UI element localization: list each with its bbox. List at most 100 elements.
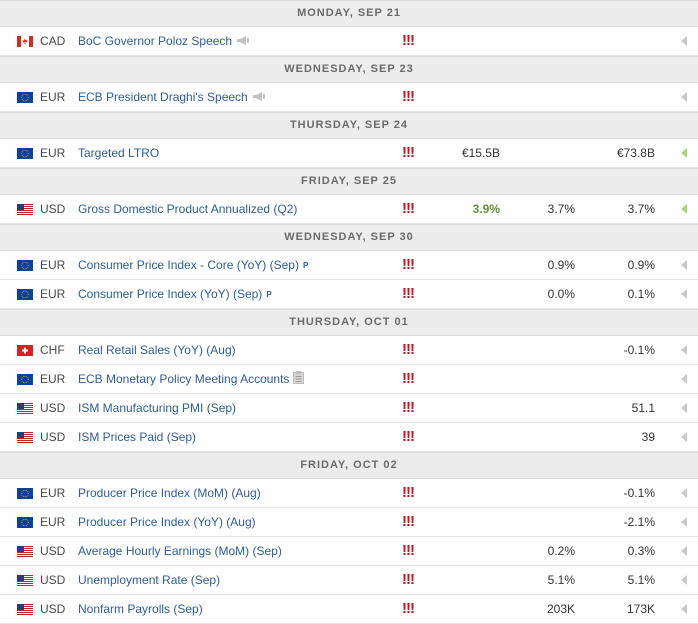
event-name-link[interactable]: ISM Manufacturing PMI (Sep) — [78, 394, 236, 422]
expand-arrow-icon[interactable] — [680, 260, 688, 270]
event-name: Average Hourly Earnings (MoM) (Sep) — [78, 544, 282, 558]
flag-eu-icon — [17, 488, 33, 499]
actual-value — [430, 566, 500, 594]
event-row[interactable]: EUR Consumer Price Index (YoY) (Sep) P!!! 0… — [0, 280, 698, 309]
expand-arrow-icon[interactable] — [680, 36, 688, 46]
expand-arrow-icon[interactable] — [680, 403, 688, 413]
event-row[interactable]: USD ISM Prices Paid (Sep)!!! 39 — [0, 423, 698, 452]
expand-arrow-icon[interactable] — [680, 345, 688, 355]
currency-code: CHF — [40, 343, 65, 357]
importance-indicator: !!! — [402, 200, 415, 217]
importance-indicator: !!! — [402, 513, 415, 530]
currency-code: USD — [40, 401, 66, 415]
event-row[interactable]: USD Gross Domestic Product Annualized (Q2… — [0, 195, 698, 224]
actual-value — [430, 394, 500, 422]
actual-value — [430, 27, 500, 55]
expand-arrow-icon[interactable] — [680, 148, 688, 158]
previous-value: 39 — [641, 430, 655, 444]
event-name-link[interactable]: Unemployment Rate (Sep) — [78, 566, 220, 594]
speech-icon — [252, 84, 266, 112]
flag-eu-icon — [17, 374, 33, 385]
date-header: THURSDAY, SEP 24 — [0, 112, 698, 139]
expand-arrow-icon[interactable] — [680, 604, 688, 614]
event-name-link[interactable]: Consumer Price Index - Core (YoY) (Sep) P — [78, 251, 308, 279]
forecast-value — [505, 423, 575, 451]
expand-arrow-icon[interactable] — [680, 204, 688, 214]
expand-arrow-icon[interactable] — [680, 374, 688, 384]
date-header: FRIDAY, SEP 25 — [0, 168, 698, 195]
event-name-link[interactable]: ISM Prices Paid (Sep) — [78, 423, 196, 451]
date-header: MONDAY, SEP 21 — [0, 0, 698, 27]
expand-arrow-icon[interactable] — [680, 92, 688, 102]
event-name-link[interactable]: Producer Price Index (MoM) (Aug) — [78, 479, 261, 507]
event-name-link[interactable]: ECB President Draghi's Speech — [78, 83, 266, 111]
actual-value — [430, 251, 500, 279]
event-name-link[interactable]: BoC Governor Poloz Speech — [78, 27, 250, 55]
previous-value — [585, 365, 655, 393]
flag-ca-icon — [17, 36, 33, 47]
forecast-value — [505, 508, 575, 536]
event-name-link[interactable]: Producer Price Index (YoY) (Aug) — [78, 508, 256, 536]
expand-arrow-icon[interactable] — [680, 488, 688, 498]
event-name: Producer Price Index (MoM) (Aug) — [78, 486, 261, 500]
event-row[interactable]: EUR Targeted LTRO!!! €15.5B €73.8B — [0, 139, 698, 168]
event-name-link[interactable]: Average Hourly Earnings (MoM) (Sep) — [78, 537, 282, 565]
expand-arrow-icon[interactable] — [680, 517, 688, 527]
previous-value: 0.1% — [627, 287, 655, 301]
flag-us-icon — [17, 604, 33, 615]
event-row[interactable]: USD Unemployment Rate (Sep)!!! 5.1% 5.1% — [0, 566, 698, 595]
event-row[interactable]: USD Average Hourly Earnings (MoM) (Sep)!!… — [0, 537, 698, 566]
event-name-link[interactable]: ECB Monetary Policy Meeting Accounts — [78, 365, 305, 394]
importance-indicator: !!! — [402, 542, 415, 559]
currency-code: EUR — [40, 146, 66, 160]
forecast-value — [505, 83, 575, 111]
event-row[interactable]: CAD BoC Governor Poloz Speech!!! — [0, 27, 698, 56]
forecast-value — [505, 479, 575, 507]
actual-value: €15.5B — [461, 146, 500, 160]
event-row[interactable]: CHF Real Retail Sales (YoY) (Aug)!!! -0.1% — [0, 336, 698, 365]
event-row[interactable]: EUR ECB President Draghi's Speech!!! — [0, 83, 698, 112]
report-icon — [293, 366, 305, 394]
actual-value — [430, 423, 500, 451]
importance-indicator: !!! — [402, 32, 415, 49]
expand-arrow-icon[interactable] — [680, 432, 688, 442]
event-row[interactable]: EUR Producer Price Index (MoM) (Aug)!!! -0… — [0, 479, 698, 508]
forecast-value: 0.9% — [547, 258, 575, 272]
currency-code: USD — [40, 430, 66, 444]
event-name-link[interactable]: Gross Domestic Product Annualized (Q2) — [78, 195, 297, 223]
event-row[interactable]: EUR Consumer Price Index - Core (YoY) (Se… — [0, 251, 698, 280]
event-name: Consumer Price Index - Core (YoY) (Sep) — [78, 258, 299, 272]
forecast-value — [505, 394, 575, 422]
previous-value: -2.1% — [623, 515, 655, 529]
flag-eu-icon — [17, 92, 33, 103]
event-name: Producer Price Index (YoY) (Aug) — [78, 515, 256, 529]
currency-code: USD — [40, 602, 66, 616]
preliminary-tag: P — [302, 261, 309, 270]
event-row[interactable]: EUR Producer Price Index (YoY) (Aug)!!! -2… — [0, 508, 698, 537]
event-name-link[interactable]: Real Retail Sales (YoY) (Aug) — [78, 336, 236, 364]
previous-value: €73.8B — [616, 146, 655, 160]
flag-us-icon — [17, 575, 33, 586]
expand-arrow-icon[interactable] — [680, 289, 688, 299]
flag-eu-icon — [17, 260, 33, 271]
event-name-link[interactable]: Consumer Price Index (YoY) (Sep) P — [78, 280, 272, 308]
event-row[interactable]: EUR ECB Monetary Policy Meeting Accounts!… — [0, 365, 698, 394]
date-header: THURSDAY, OCT 01 — [0, 309, 698, 336]
date-header: WEDNESDAY, SEP 30 — [0, 224, 698, 251]
event-name-link[interactable]: Nonfarm Payrolls (Sep) — [78, 595, 203, 623]
flag-eu-icon — [17, 289, 33, 300]
forecast-value — [505, 27, 575, 55]
speech-icon — [236, 28, 250, 56]
importance-indicator: !!! — [402, 144, 415, 161]
expand-arrow-icon[interactable] — [680, 546, 688, 556]
event-name-link[interactable]: Targeted LTRO — [78, 139, 159, 167]
expand-arrow-icon[interactable] — [680, 575, 688, 585]
importance-indicator: !!! — [402, 370, 415, 387]
flag-us-icon — [17, 204, 33, 215]
actual-value: 3.9% — [472, 202, 500, 216]
forecast-value — [505, 336, 575, 364]
event-row[interactable]: USD ISM Manufacturing PMI (Sep)!!! 51.1 — [0, 394, 698, 423]
event-row[interactable]: USD Nonfarm Payrolls (Sep)!!! 203K 173K — [0, 595, 698, 624]
event-name: Targeted LTRO — [78, 146, 160, 160]
